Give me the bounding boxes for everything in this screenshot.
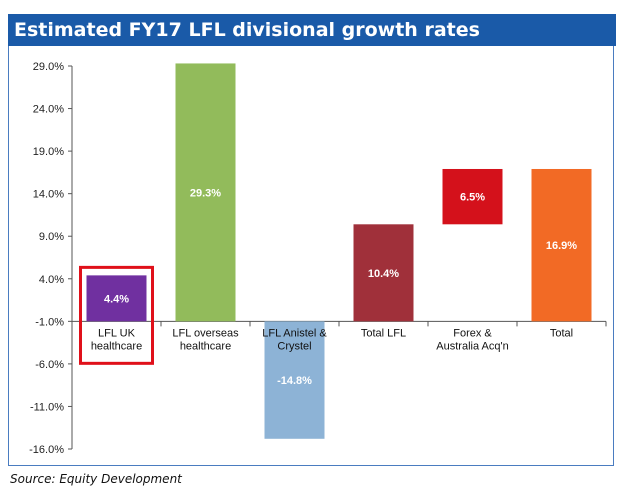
bar-3 xyxy=(264,321,325,439)
highlight-box xyxy=(79,265,154,365)
bar-5 xyxy=(442,168,503,225)
chart-frame xyxy=(8,46,614,466)
y-tick-label: 14.0% xyxy=(33,189,64,201)
x-tick-label: Forex & xyxy=(453,327,492,339)
y-tick-label: 4.0% xyxy=(39,274,64,286)
data-label: 29.3% xyxy=(190,187,221,199)
waterfall-chart: 29.0% 24.0% 19.0% 14.0% 9.0% 4.0% -1.0% -6.0% -1… xyxy=(29,61,607,456)
y-tick-label: 24.0% xyxy=(33,104,64,116)
bar-4 xyxy=(353,224,414,322)
y-tick-label: 9.0% xyxy=(39,231,64,243)
data-label: 10.4% xyxy=(368,268,399,280)
x-tick-label: healthcare xyxy=(180,340,231,352)
y-tick-label: -1.0% xyxy=(35,316,64,328)
label-layer: 4.4%29.3%-14.8%10.4%6.5%16.9%LFL UKhealt… xyxy=(79,187,577,387)
bar-1 xyxy=(86,275,147,322)
data-label: 16.9% xyxy=(546,240,577,252)
bar-layer xyxy=(86,63,592,439)
x-tick-label: healthcare xyxy=(91,340,142,352)
title-bar: Estimated FY17 LFL divisional growth rat… xyxy=(8,14,616,46)
data-label: 6.5% xyxy=(460,192,485,204)
x-tick-label: LFL overseas xyxy=(172,327,239,339)
source-note: Source: Equity Development xyxy=(10,472,182,486)
x-tick-label: Total LFL xyxy=(361,327,406,339)
bar-6 xyxy=(531,168,592,322)
x-tick-label: Australia Acq'n xyxy=(436,340,508,352)
y-tick-label: -11.0% xyxy=(30,401,64,413)
y-tick-label: -6.0% xyxy=(35,359,64,371)
y-tick-label: 29.0% xyxy=(33,61,64,73)
axis-layer: 29.0% 24.0% 19.0% 14.0% 9.0% 4.0% -1.0% -6.0% -1… xyxy=(29,61,607,456)
data-label: -14.8% xyxy=(277,375,312,387)
data-label: 4.4% xyxy=(104,293,129,305)
x-tick-label: Total xyxy=(550,327,573,339)
x-tick-label: LFL UK xyxy=(98,327,136,339)
y-tick-label: 19.0% xyxy=(33,146,64,158)
bar-2 xyxy=(175,63,236,322)
chart-title: Estimated FY17 LFL divisional growth rat… xyxy=(14,19,480,41)
y-tick-label: -16.0% xyxy=(29,444,64,456)
x-tick-label: LFL Anistel & xyxy=(262,327,327,339)
x-tick-label: Crystel xyxy=(277,340,311,352)
